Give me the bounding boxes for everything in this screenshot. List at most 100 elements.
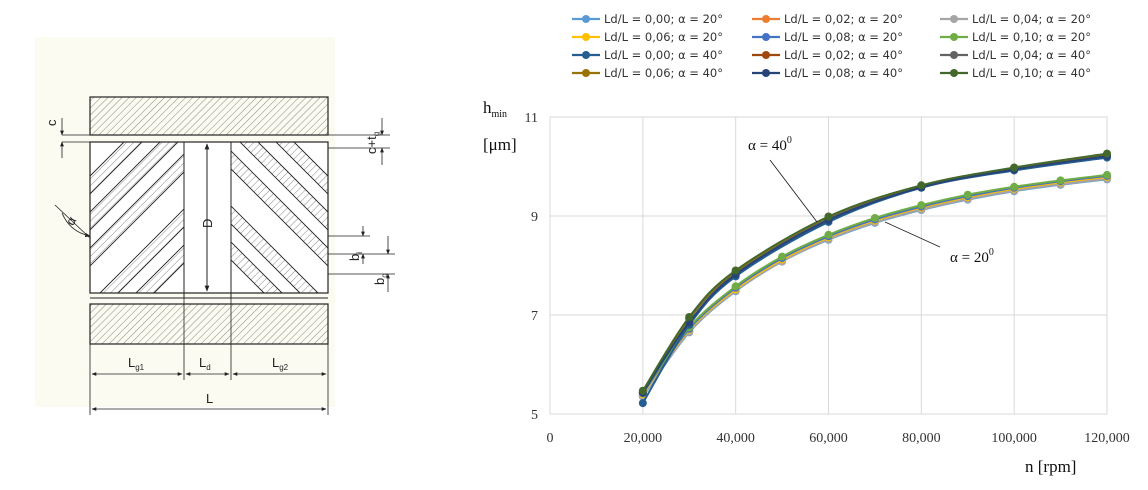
data-point: [917, 201, 926, 210]
legend-label: Ld/L = 0,10; α = 20°: [972, 30, 1091, 44]
legend-swatch-marker: [950, 51, 958, 59]
data-point: [638, 386, 647, 395]
label-bg: bg: [372, 273, 389, 285]
legend-label: Ld/L = 0,00; α = 40°: [604, 48, 723, 62]
legend-swatch-marker: [582, 69, 590, 77]
data-point: [1103, 170, 1111, 179]
label-Ld: Ld: [199, 355, 211, 372]
data-point: [638, 399, 647, 408]
series-line: [642, 175, 1108, 395]
label-c-tg: c+tg: [364, 132, 381, 154]
legend-item: Ld/L = 0,04; α = 40°: [940, 48, 1091, 62]
data-point: [824, 212, 833, 221]
series-line: [641, 154, 1108, 393]
series-line: [642, 173, 1108, 393]
legend-label: Ld/L = 0,04; α = 20°: [972, 12, 1091, 26]
legend-item: Ld/L = 0,06; α = 20°: [572, 30, 723, 44]
legend-item: Ld/L = 0,10; α = 20°: [940, 30, 1091, 44]
series-line: [641, 153, 1108, 393]
legend-swatch-marker: [762, 69, 770, 77]
series-10: [638, 152, 1111, 397]
bottom-sleeve: [89, 303, 329, 345]
y-tick-label: 7: [531, 309, 538, 324]
top-sleeve: [89, 96, 329, 136]
series-line: [642, 174, 1108, 394]
y-axis-unit: [μm]: [483, 135, 517, 154]
data-point: [1103, 149, 1111, 158]
legend-item: Ld/L = 0,00; α = 20°: [572, 12, 723, 26]
label-c: c: [44, 119, 59, 126]
series-line: [641, 155, 1108, 394]
legend-item: Ld/L = 0,00; α = 40°: [572, 48, 723, 62]
legend-label: Ld/L = 0,00; α = 20°: [604, 12, 723, 26]
legend-item: Ld/L = 0,08; α = 40°: [752, 66, 903, 80]
chart-grid: [549, 116, 1108, 415]
series-4: [638, 171, 1111, 398]
legend-item: Ld/L = 0,08; α = 20°: [752, 30, 903, 44]
y-tick-label: 5: [531, 408, 538, 423]
legend-swatch-marker: [762, 15, 770, 23]
legend-label: Ld/L = 0,02; α = 20°: [784, 12, 903, 26]
legend-swatch-marker: [762, 51, 770, 59]
legend-item: Ld/L = 0,10; α = 40°: [940, 66, 1091, 80]
x-tick-label: 100,000: [991, 431, 1037, 446]
legend-item: Ld/L = 0,04; α = 20°: [940, 12, 1091, 26]
series-line: [642, 176, 1108, 396]
data-point: [1010, 163, 1019, 172]
data-point: [870, 213, 879, 222]
chart-series: [638, 149, 1111, 408]
legend-label: Ld/L = 0,08; α = 20°: [784, 30, 903, 44]
data-point: [731, 266, 740, 275]
legend-label: Ld/L = 0,04; α = 40°: [972, 48, 1091, 62]
right-grooves: [231, 142, 328, 293]
data-point: [1056, 176, 1065, 185]
legend-swatch-marker: [762, 33, 770, 41]
y-tick-label: 11: [525, 111, 538, 126]
series-2: [638, 174, 1111, 401]
legend-label: Ld/L = 0,06; α = 20°: [604, 30, 723, 44]
label-L: L: [206, 391, 213, 406]
x-tick-label: 120,000: [1084, 431, 1130, 446]
bearing-diagram: D c c+tg α bi bg Lg1 Ld Lg2 L: [35, 37, 395, 415]
legend-item: Ld/L = 0,02; α = 40°: [752, 48, 903, 62]
data-point: [1010, 182, 1019, 191]
data-point: [963, 190, 972, 199]
legend-label: Ld/L = 0,10; α = 40°: [972, 66, 1091, 80]
legend-swatch-marker: [582, 51, 590, 59]
x-axis-title: n [rpm]: [1025, 457, 1076, 476]
series-11: [638, 149, 1111, 395]
series-6: [638, 153, 1111, 408]
data-point: [824, 230, 833, 239]
left-grooves: [90, 142, 184, 293]
data-point: [917, 181, 926, 190]
legend-label: Ld/L = 0,08; α = 40°: [784, 66, 903, 80]
annotation-alpha-20: α = 200: [950, 247, 994, 266]
x-tick-label: 20,000: [624, 431, 663, 446]
legend-swatch-marker: [582, 15, 590, 23]
legend-label: Ld/L = 0,06; α = 40°: [604, 66, 723, 80]
data-point: [778, 252, 787, 261]
legend-item: Ld/L = 0,02; α = 20°: [752, 12, 903, 26]
legend-swatch-marker: [582, 33, 590, 41]
label-D: D: [200, 219, 215, 228]
series-5: [638, 170, 1111, 397]
series-1: [638, 173, 1111, 400]
series-line: [642, 178, 1108, 398]
data-point: [685, 312, 694, 321]
annotation-alpha-40: α = 400: [748, 135, 792, 154]
x-tick-label: 40,000: [716, 431, 755, 446]
y-axis-title: hmin: [483, 98, 507, 120]
x-tick-label: 60,000: [809, 431, 848, 446]
legend-item: Ld/L = 0,06; α = 40°: [572, 66, 723, 80]
legend-swatch-marker: [950, 15, 958, 23]
label-Lg1: Lg1: [128, 355, 145, 372]
series-line: [641, 153, 1108, 393]
series-line: [642, 177, 1108, 397]
data-point: [731, 282, 740, 291]
legend-swatch-marker: [950, 33, 958, 41]
label-bi: bi: [347, 252, 364, 261]
series-line: [641, 156, 1108, 404]
label-Lg2: Lg2: [272, 355, 289, 372]
series-3: [638, 172, 1111, 399]
